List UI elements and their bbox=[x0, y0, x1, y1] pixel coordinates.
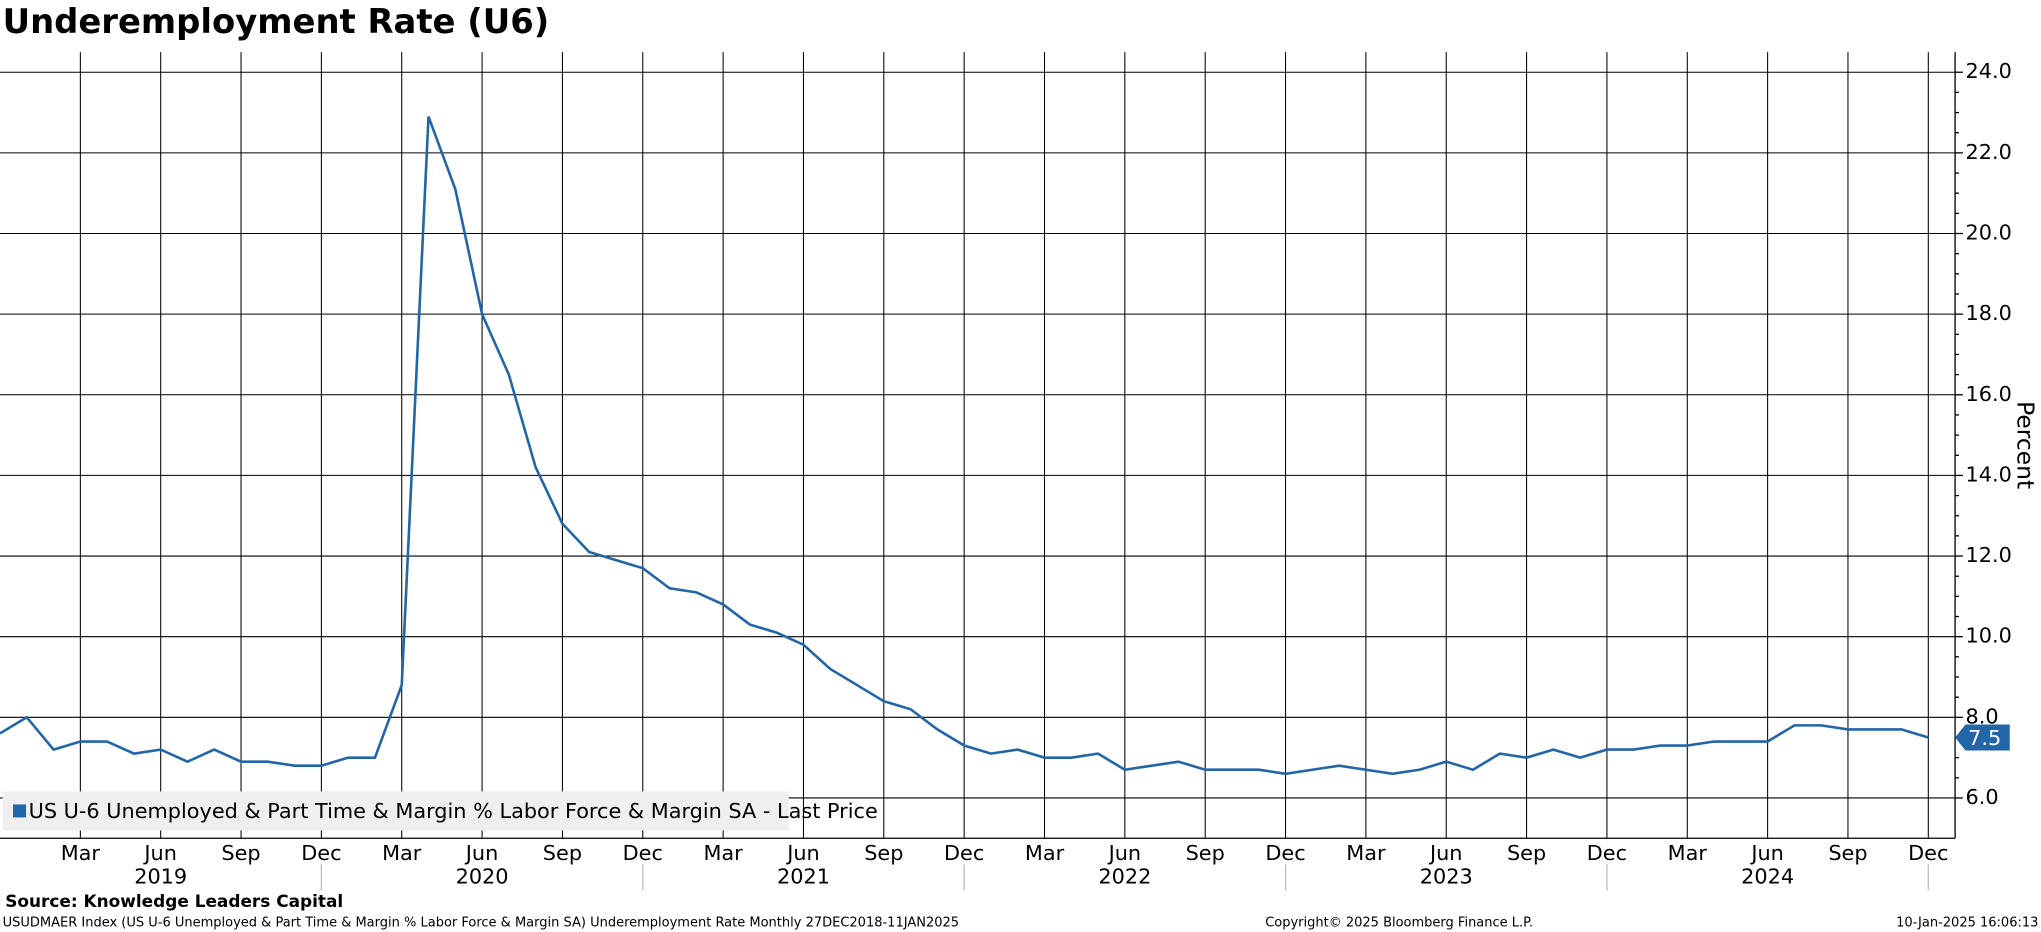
copyright: Copyright© 2025 Bloomberg Finance L.P. bbox=[1265, 915, 1533, 930]
x-tick-label: Sep bbox=[1507, 841, 1546, 865]
x-year-label: 2020 bbox=[456, 864, 509, 888]
last-value-box bbox=[1955, 724, 2010, 751]
y-tick-label: 18.0 bbox=[1966, 301, 2012, 325]
y-axis-label: Percent bbox=[2012, 401, 2040, 489]
x-year-label: 2022 bbox=[1098, 864, 1151, 888]
x-tick-label: Jun bbox=[785, 841, 820, 865]
x-tick-label: Dec bbox=[623, 841, 663, 865]
x-year-label: 2023 bbox=[1420, 864, 1473, 888]
source: Source: Knowledge Leaders Capital bbox=[5, 891, 343, 911]
x-tick-label: Dec bbox=[1265, 841, 1305, 865]
x-tick-label: Dec bbox=[944, 841, 984, 865]
x-tick-label: Sep bbox=[543, 841, 582, 865]
x-year-label: 2021 bbox=[777, 864, 830, 888]
description: USUDMAER Index (US U-6 Unemployed & Part… bbox=[3, 915, 959, 930]
y-tick-label: 24.0 bbox=[1966, 59, 2012, 83]
x-tick-label: Jun bbox=[142, 841, 177, 865]
legend-swatch bbox=[13, 804, 27, 818]
x-tick-label: Mar bbox=[1346, 841, 1386, 865]
x-tick-label: Sep bbox=[221, 841, 260, 865]
x-tick-label: Dec bbox=[301, 841, 341, 865]
legend-box bbox=[2, 791, 789, 831]
x-tick-label: Sep bbox=[1828, 841, 1867, 865]
y-tick-label: 14.0 bbox=[1966, 462, 2012, 486]
x-tick-label: Sep bbox=[1186, 841, 1225, 865]
last-value-label: 7.5 bbox=[1968, 726, 2001, 750]
y-tick-label: 20.0 bbox=[1966, 221, 2012, 245]
y-tick-label: 16.0 bbox=[1966, 382, 2012, 406]
chart-title: Underemployment Rate (U6) bbox=[3, 2, 550, 41]
y-tick-label: 22.0 bbox=[1966, 140, 2012, 164]
y-tick-label: 8.0 bbox=[1966, 704, 1999, 728]
x-tick-label: Mar bbox=[1025, 841, 1065, 865]
x-tick-label: Jun bbox=[1107, 841, 1142, 865]
x-tick-label: Sep bbox=[864, 841, 903, 865]
x-year-label: 2024 bbox=[1741, 864, 1794, 888]
x-tick-label: Jun bbox=[1749, 841, 1784, 865]
x-tick-label: Mar bbox=[382, 841, 422, 865]
y-tick-label: 10.0 bbox=[1966, 624, 2012, 648]
x-tick-label: Jun bbox=[464, 841, 499, 865]
legend-label: US U-6 Unemployed & Part Time & Margin %… bbox=[29, 799, 878, 823]
x-tick-label: Mar bbox=[1668, 841, 1708, 865]
y-tick-label: 6.0 bbox=[1966, 785, 1999, 809]
x-tick-label: Dec bbox=[1908, 841, 1948, 865]
data-line bbox=[0, 116, 1929, 776]
x-year-label: 2019 bbox=[134, 864, 187, 888]
x-tick-label: Jun bbox=[1428, 841, 1463, 865]
legend: US U-6 Unemployed & Part Time & Margin %… bbox=[2, 791, 878, 831]
y-tick-label: 12.0 bbox=[1966, 543, 2012, 567]
x-tick-label: Mar bbox=[703, 841, 743, 865]
x-tick-label: Dec bbox=[1587, 841, 1627, 865]
timestamp: 10-Jan-2025 16:06:13 bbox=[1896, 915, 2038, 930]
x-tick-label: Mar bbox=[61, 841, 101, 865]
